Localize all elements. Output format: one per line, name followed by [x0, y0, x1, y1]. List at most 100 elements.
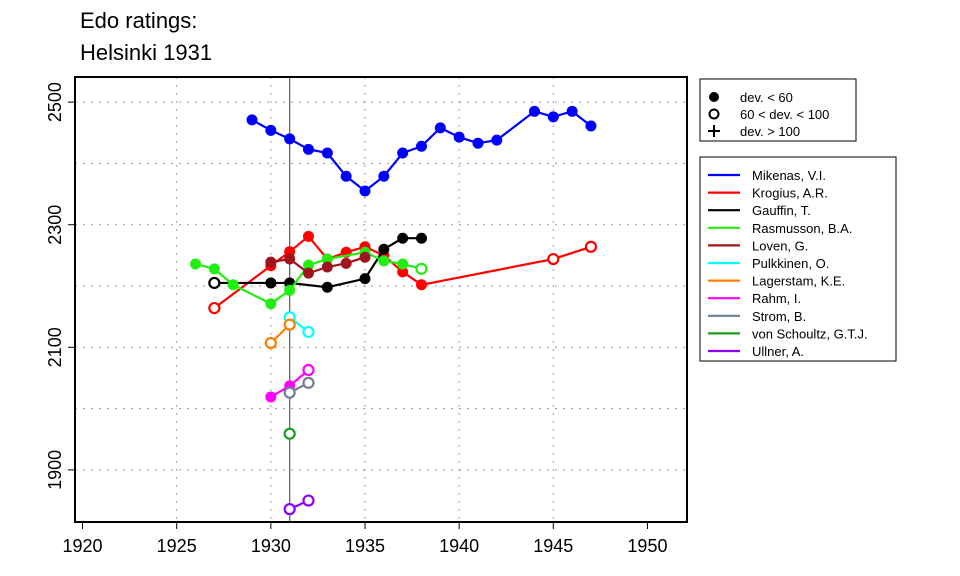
data-point-filled — [453, 131, 465, 143]
open-circle-icon — [708, 108, 720, 120]
data-point-filled — [265, 391, 277, 403]
data-point-filled — [415, 140, 427, 152]
series-9 — [283, 427, 296, 440]
data-point-filled — [284, 284, 296, 296]
data-point-filled — [397, 258, 409, 270]
legend-label: Strom, B. — [752, 309, 806, 324]
series-3 — [190, 246, 428, 310]
legend-label: von Schoultz, G.T.J. — [752, 326, 868, 341]
data-point-filled — [359, 185, 371, 197]
x-tick-label: 1935 — [345, 536, 385, 556]
data-point-filled — [321, 147, 333, 159]
data-point-filled — [415, 232, 427, 244]
marker-legend-label: dev. > 100 — [740, 124, 800, 139]
x-tick-label: 1950 — [627, 536, 667, 556]
data-point-filled — [585, 120, 597, 132]
data-point-open — [283, 318, 296, 331]
data-point-filled — [265, 277, 277, 289]
marker-legend-label: 60 < dev. < 100 — [740, 107, 829, 122]
data-point-filled — [321, 261, 333, 273]
filled-circle-icon — [709, 92, 719, 102]
series-0 — [246, 105, 597, 197]
data-point-filled — [340, 170, 352, 182]
data-point-filled — [397, 147, 409, 159]
data-point-open — [547, 252, 560, 266]
data-point-open — [415, 262, 428, 275]
data-point-filled — [415, 279, 427, 291]
data-point-filled — [265, 124, 277, 136]
data-point-open — [584, 240, 598, 253]
series-10 — [283, 494, 315, 516]
data-point-open — [302, 363, 315, 377]
chart-title-line-1: Edo ratings: — [80, 8, 197, 33]
x-tick-label: 1925 — [157, 536, 197, 556]
data-point-filled — [491, 134, 503, 146]
data-point-filled — [340, 257, 352, 269]
data-point-filled — [359, 251, 371, 263]
y-tick-label: 2100 — [45, 327, 65, 367]
x-tick-label: 1930 — [251, 536, 291, 556]
y-tick-label: 2500 — [45, 82, 65, 122]
data-point-filled — [303, 259, 315, 271]
series-6 — [264, 318, 296, 350]
data-point-filled — [434, 122, 446, 134]
x-tick-label: 1945 — [533, 536, 573, 556]
x-tick-label: 1940 — [439, 536, 479, 556]
legend-label: Gauffin, T. — [752, 203, 811, 218]
legend-label: Krogius, A.R. — [752, 186, 828, 201]
data-point-filled — [378, 243, 390, 255]
data-point-filled — [303, 267, 315, 279]
data-point-filled — [303, 230, 315, 242]
legend-label: Rasmusson, B.A. — [752, 221, 852, 236]
data-point-filled — [284, 253, 296, 265]
data-point-open — [302, 376, 315, 389]
data-point-filled — [547, 111, 559, 123]
series-group — [190, 105, 598, 516]
data-point-open — [302, 325, 315, 339]
legend-label: Ullner, A. — [752, 344, 804, 359]
series-4 — [265, 251, 371, 279]
legend-label: Rahm, I. — [752, 291, 801, 306]
data-point-filled — [265, 298, 277, 310]
data-point-filled — [321, 253, 333, 265]
data-point-open — [208, 301, 221, 315]
data-point-filled — [378, 170, 390, 182]
series-legend-box — [699, 156, 897, 362]
data-point-open — [283, 386, 296, 399]
marker-legend-label: dev. < 60 — [740, 90, 793, 105]
data-point-open — [283, 503, 296, 516]
data-point-open — [302, 494, 315, 507]
marker-legend-box — [699, 78, 857, 142]
data-point-filled — [378, 255, 390, 267]
series-legend: Mikenas, V.I. Krogius, A.R. Gauffin, T. Ras… — [699, 156, 897, 362]
chart-title-line-2: Helsinki 1931 — [80, 40, 212, 65]
series-8 — [283, 376, 315, 399]
data-point-filled — [246, 114, 258, 126]
series-2 — [208, 232, 427, 293]
y-tick-label: 1900 — [45, 450, 65, 490]
data-point-filled — [566, 105, 578, 117]
data-point-filled — [208, 263, 220, 275]
data-point-filled — [472, 137, 484, 149]
x-tick-label: 1920 — [63, 536, 103, 556]
data-point-filled — [321, 281, 333, 293]
data-point-filled — [397, 266, 409, 278]
legend-label: Pulkkinen, O. — [752, 256, 829, 271]
legend-label: Loven, G. — [752, 238, 808, 253]
legend-label: Mikenas, V.I. — [752, 168, 826, 183]
data-point-filled — [303, 143, 315, 155]
data-point-filled — [265, 256, 277, 268]
plot-frame — [74, 76, 688, 523]
data-point-filled — [284, 133, 296, 145]
marker-legend: dev. < 60 60 < dev. < 100 dev. > 100 — [699, 78, 857, 142]
data-point-open — [208, 276, 221, 290]
axes: 1920 1925 1930 1935 1940 1945 1950 1900 2100 2300… — [45, 82, 667, 556]
data-point-filled — [190, 258, 202, 270]
plus-icon — [708, 125, 720, 137]
data-point-filled — [528, 105, 540, 117]
grid — [75, 77, 687, 522]
data-point-filled — [397, 232, 409, 244]
y-tick-label: 2300 — [45, 205, 65, 245]
